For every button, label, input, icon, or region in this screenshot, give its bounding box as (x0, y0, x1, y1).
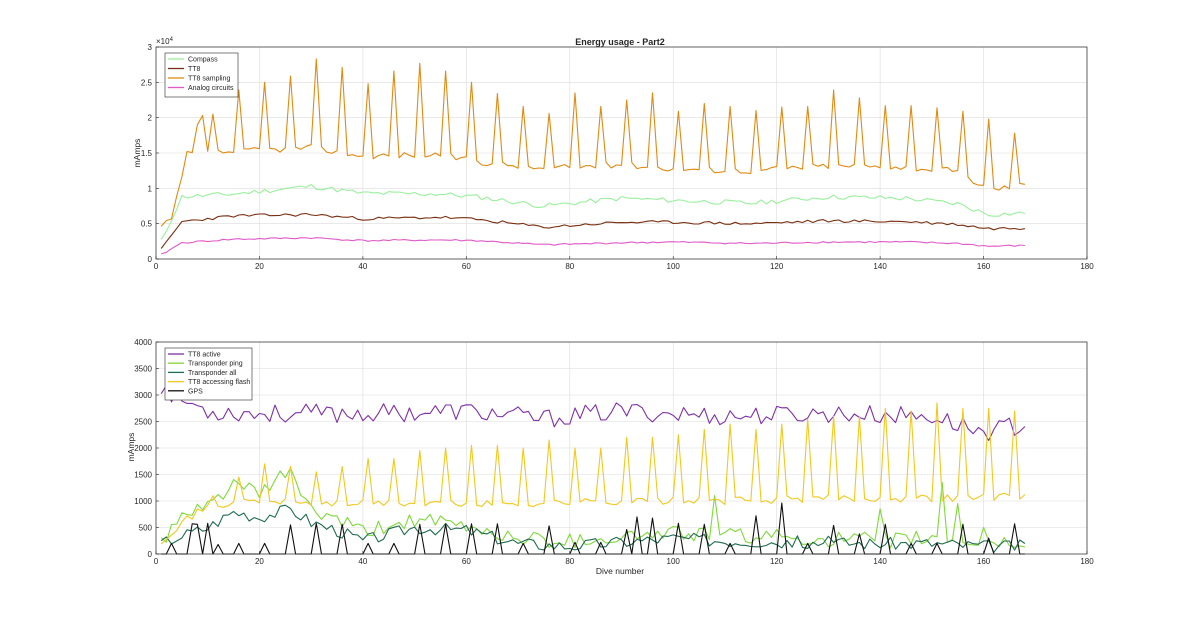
tick-labels: 0 20 40 60 80 100 120 140 160 180 0 500 1000 1500 2000… (134, 338, 1094, 566)
y-axis-label: mAmps (126, 433, 136, 462)
y-tick-label: 0 (148, 550, 153, 559)
series-line-tt8-sampling (160, 58, 1025, 227)
x-tick-label: 140 (873, 262, 887, 271)
legend: TT8 active Transponder ping Transponder al… (164, 347, 253, 401)
legend-label-gps: GPS (188, 388, 203, 395)
series-line-compass (160, 183, 1026, 240)
x-axis-label: Dive number (596, 566, 644, 576)
y-tick-label: 0.5 (141, 220, 153, 229)
y-tick-label: 1 (148, 184, 153, 193)
x-tick-label: 120 (770, 557, 784, 566)
tick-labels: 0 20 40 60 80 100 120 140 160 180 0 0.5 1 1.5 2 2.5 3 (141, 43, 1094, 271)
series-line-tt8-accessing-flash (160, 402, 1026, 545)
y-tick-label: 2 (148, 114, 153, 123)
x-tick-label: 60 (462, 262, 471, 271)
series-line-analog-circuits (161, 237, 1025, 255)
legend-label-tt8: TT8 (188, 66, 201, 73)
y-tick-label: 2500 (134, 418, 152, 427)
x-tick-label: 180 (1080, 262, 1094, 271)
y-tick-label: 3500 (134, 365, 152, 374)
x-tick-label: 100 (667, 557, 681, 566)
legend-label-tt8-sampling: TT8 sampling (188, 76, 231, 83)
x-tick-label: 100 (667, 262, 681, 271)
energy-usage-axes: Energy usage - Part2 mAmps ×104 0 20 40 60 8… (132, 37, 1094, 271)
y-tick-label: 3 (148, 43, 153, 52)
x-tick-label: 60 (462, 557, 471, 566)
x-tick-label: 20 (255, 557, 264, 566)
x-tick-label: 160 (977, 557, 991, 566)
x-tick-label: 180 (1080, 557, 1094, 566)
x-tick-label: 0 (154, 262, 159, 271)
y-tick-label: 4000 (134, 338, 152, 347)
x-tick-label: 80 (565, 557, 574, 566)
y-axis-label: mAmps (132, 139, 142, 168)
legend-label-tt8-accessing-flash: TT8 accessing flash (188, 379, 250, 386)
y-tick-label: 3000 (134, 391, 152, 400)
legend-label-analog-circuits: Analog circuits (188, 85, 234, 92)
y-tick-label: 2.5 (141, 78, 153, 87)
series-line-transponder-ping (160, 467, 1026, 549)
x-tick-label: 160 (977, 262, 991, 271)
y-tick-label: 1500 (134, 471, 152, 480)
x-tick-label: 40 (358, 262, 367, 271)
x-tick-label: 20 (255, 262, 264, 271)
legend: Compass TT8 TT8 sampling Analog circuits (164, 52, 239, 98)
current-usage-axes: mAmps Dive number 0 20 40 60 80 100 120 140 160 1… (126, 338, 1094, 576)
y-tick-label: 0 (148, 255, 153, 264)
x-tick-label: 40 (358, 557, 367, 566)
legend-label-transponder-ping: Transponder ping (188, 361, 243, 368)
y-axis-exponent: ×104 (156, 37, 174, 46)
chart-title: Energy usage - Part2 (575, 37, 665, 47)
y-tick-label: 2000 (134, 444, 152, 453)
legend-label-compass: Compass (188, 57, 218, 64)
y-tick-label: 1000 (134, 497, 152, 506)
x-tick-label: 120 (770, 262, 784, 271)
legend-label-tt8-active: TT8 active (188, 352, 221, 359)
legend-box (164, 52, 239, 98)
series-lines (160, 58, 1026, 255)
y-tick-label: 500 (139, 524, 153, 533)
legend-label-transponder-all: Transponder all (188, 370, 237, 377)
x-tick-label: 80 (565, 262, 574, 271)
series-line-tt8-active (160, 385, 1026, 442)
series-line-tt8 (160, 212, 1025, 249)
y-tick-label: 1.5 (141, 149, 153, 158)
x-tick-label: 0 (154, 557, 159, 566)
x-tick-label: 140 (873, 557, 887, 566)
